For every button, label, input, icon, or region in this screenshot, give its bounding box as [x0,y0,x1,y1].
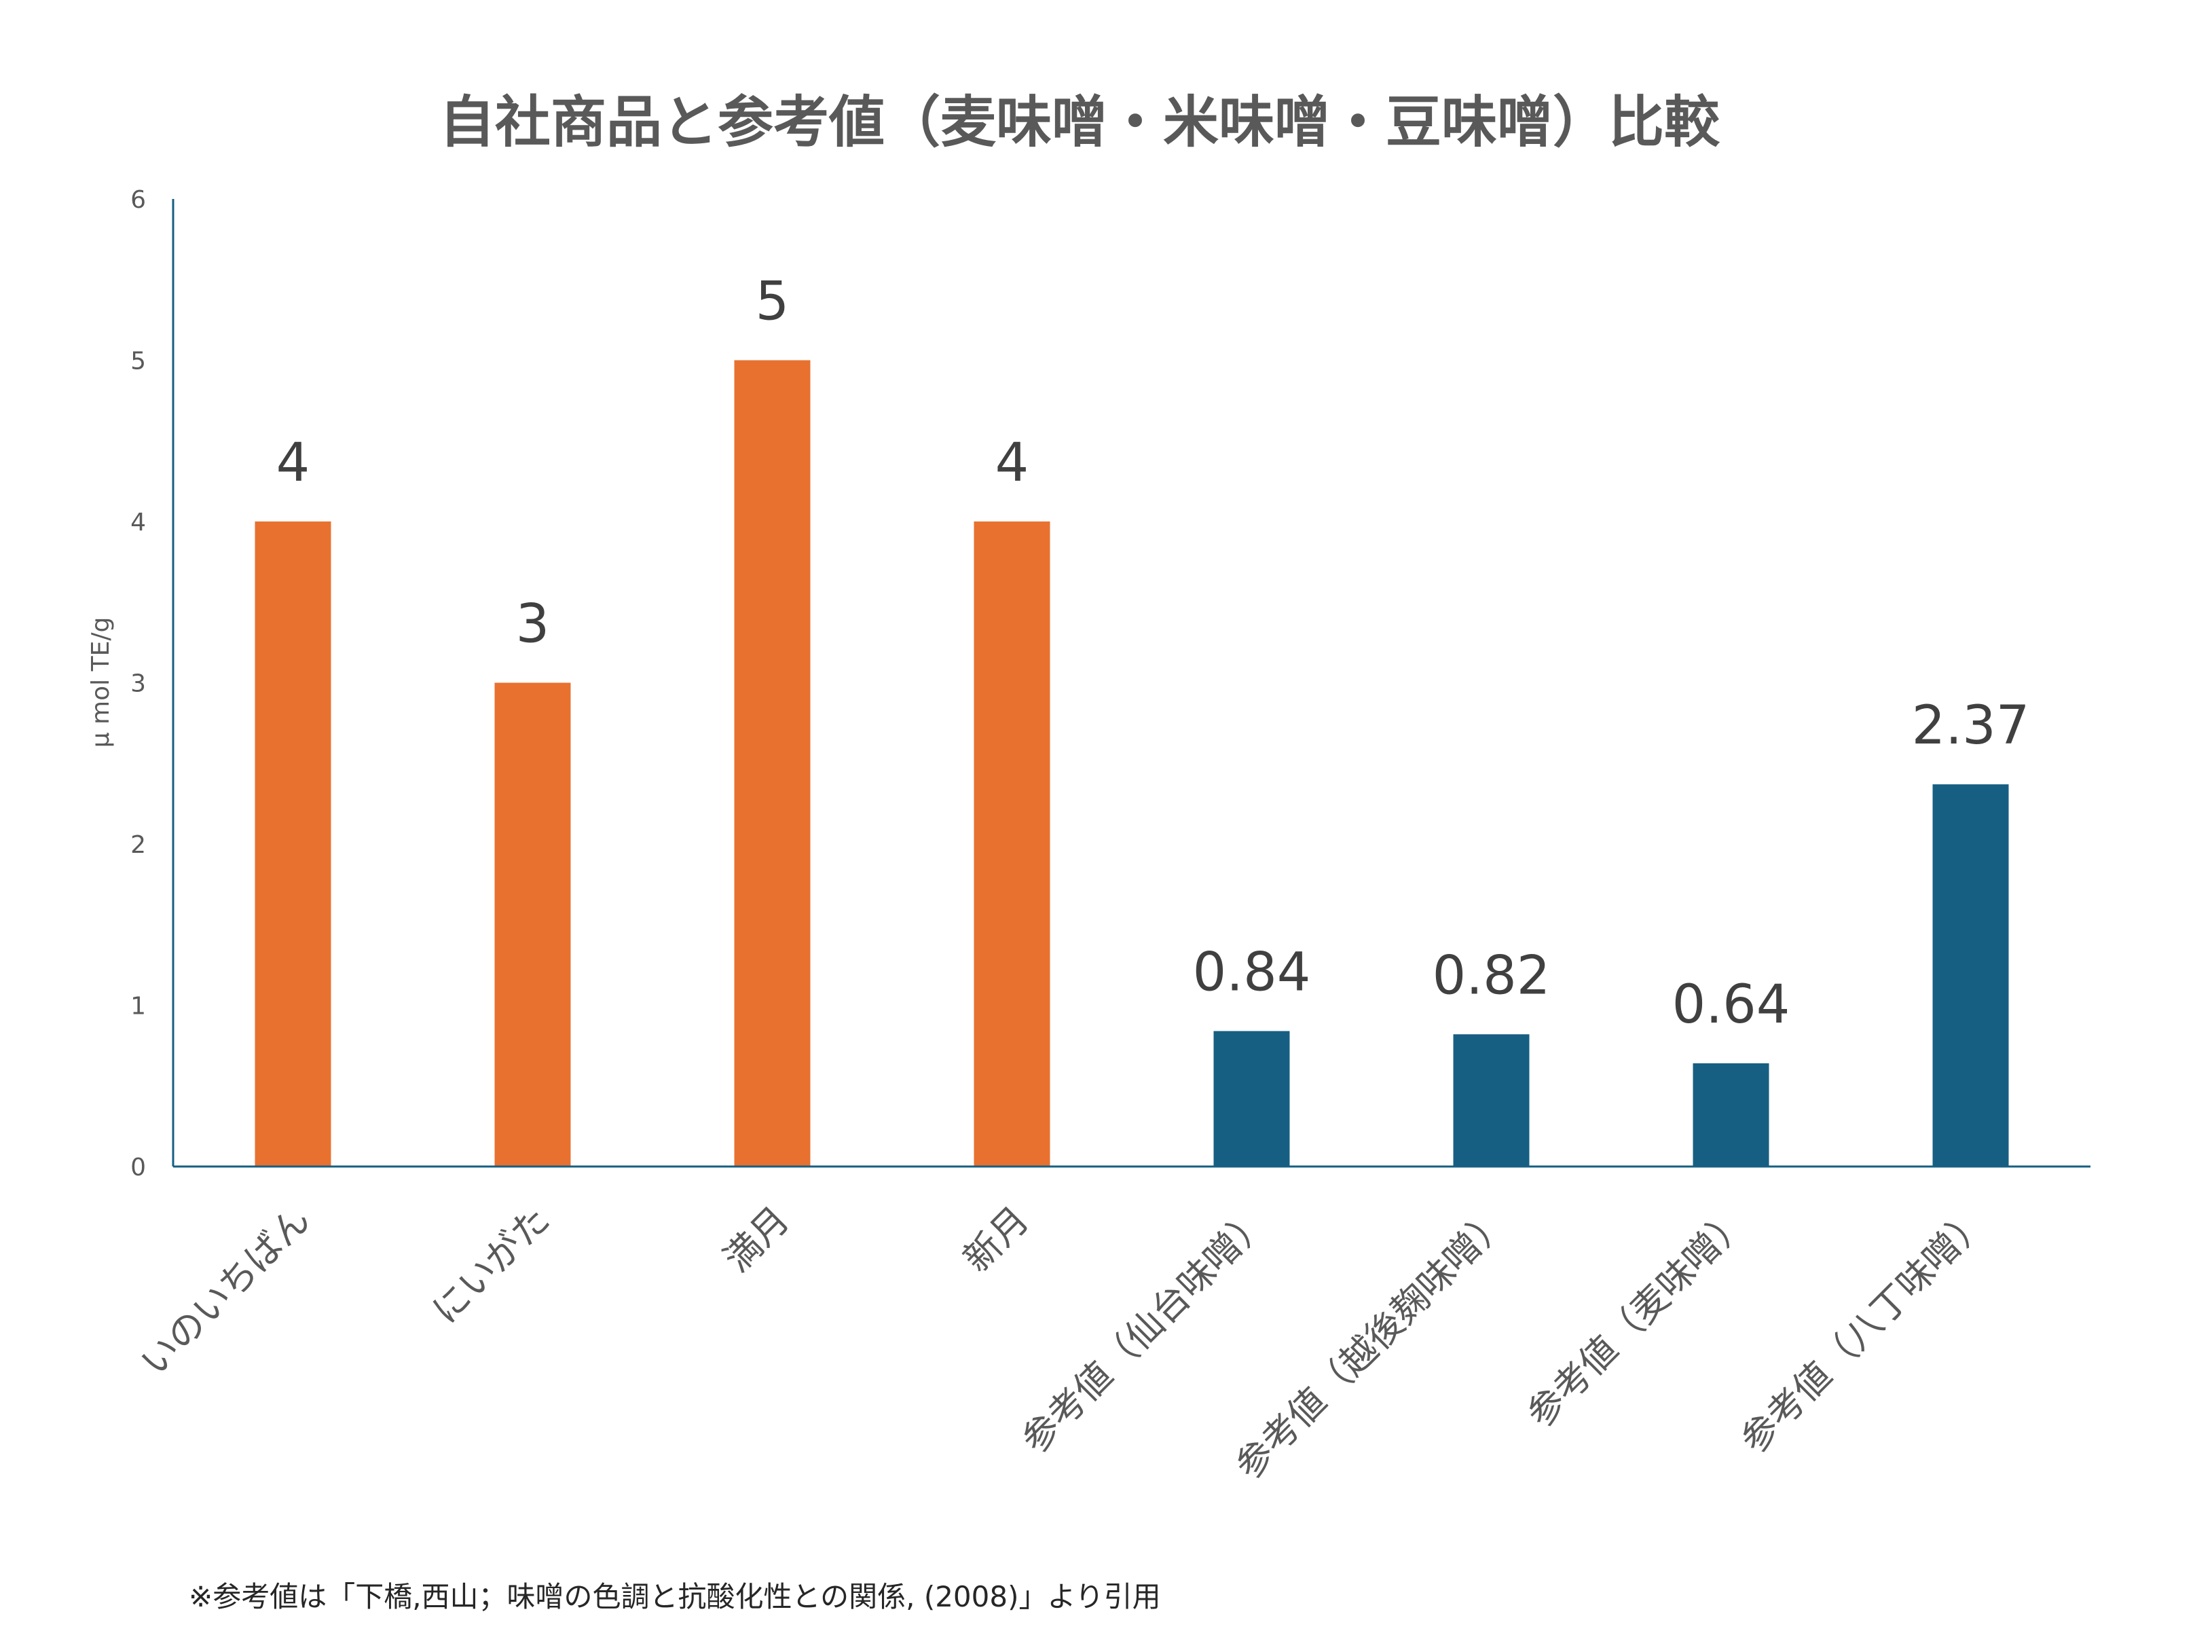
category-label: 新月 [955,1198,1037,1281]
bars [255,360,2009,1167]
y-tick-label: 3 [130,670,146,698]
data-label: 3 [516,594,550,655]
category-label: 参考値（八丁味噌） [1732,1198,1995,1462]
bar [974,521,1050,1167]
category-label: 参考値（麦味噌） [1519,1198,1756,1436]
bar [1932,784,2009,1167]
data-label: 0.64 [1672,974,1790,1035]
y-tick-label: 5 [130,348,146,375]
bar [1453,1034,1530,1167]
data-label: 0.82 [1433,945,1551,1006]
data-label: 2.37 [1912,695,2030,756]
y-tick-label: 2 [130,831,146,859]
category-label: 参考値（越後麹味噌） [1227,1198,1516,1488]
y-tick-label: 1 [130,993,146,1021]
data-label: 5 [756,272,790,333]
footnote: ※参考値は「下橋,西山；味噌の色調と抗酸化性との関係, (2008)」より引用 [189,1580,1161,1613]
y-axis-ticks: 0 1 2 3 4 5 6 [130,186,146,1181]
y-tick-label: 4 [130,509,146,536]
chart-title: 自社商品と参考値（麦味噌・米味噌・豆味噌）比較 [439,90,1720,155]
data-labels: 4 3 5 4 0.84 0.82 0.64 2.37 [276,272,2030,1036]
data-label: 4 [276,433,310,494]
data-label: 4 [995,433,1029,494]
y-tick-label: 6 [130,186,146,214]
category-label: にいがた [424,1198,557,1332]
bar [1693,1063,1769,1167]
y-tick-label: 0 [130,1154,146,1181]
category-label: いのいちばん [132,1198,318,1384]
bar [734,360,811,1167]
y-axis-label: μ mol TE/g [87,617,115,748]
data-label: 0.84 [1193,942,1311,1004]
bar [494,682,571,1167]
category-label: 満月 [716,1198,798,1281]
bar [1213,1031,1290,1167]
bar [255,521,331,1167]
category-label: 参考値（仙台味噌） [1013,1198,1276,1462]
